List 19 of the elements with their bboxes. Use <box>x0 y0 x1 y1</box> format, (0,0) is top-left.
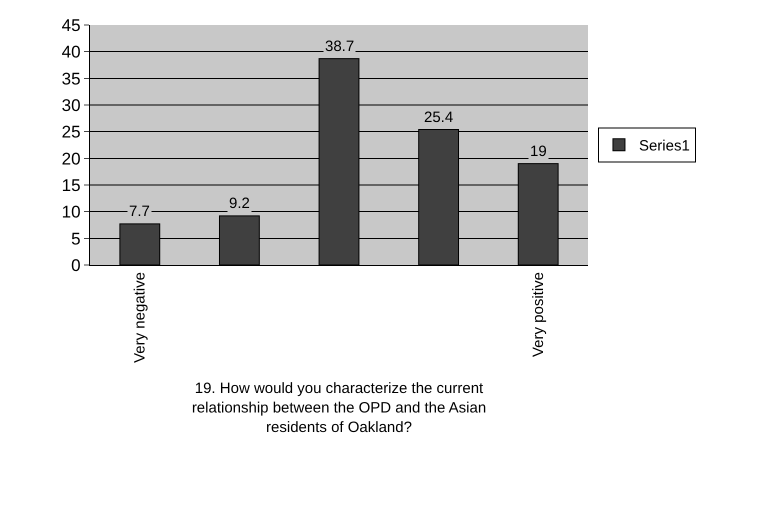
y-tick-label: 25 <box>62 122 81 142</box>
data-label: 25.4 <box>424 109 454 126</box>
y-tick-label: 45 <box>62 16 81 35</box>
legend-label: Series1 <box>638 138 690 155</box>
y-tick-label: 0 <box>71 256 81 275</box>
y-tick-label: 5 <box>71 229 81 248</box>
y-tick-label: 20 <box>62 149 81 168</box>
x-tick-label: Very negative <box>132 272 149 363</box>
x-tick-label: Very positive <box>530 272 548 358</box>
data-label: 19 <box>530 143 547 160</box>
y-tick-label: 10 <box>62 202 81 222</box>
data-label: 38.7 <box>325 38 354 55</box>
y-tick-label: 40 <box>62 42 81 62</box>
x-axis-title: 19. How would you characterize the current relationship between the OPD and the Asian residents of Oakland? <box>192 380 486 436</box>
data-label: 7.7 <box>129 203 150 220</box>
data-label: 9.2 <box>229 195 250 212</box>
y-tick-label: 15 <box>62 176 81 195</box>
y-tick-label: 30 <box>62 96 81 115</box>
y-tick-label: 35 <box>62 69 81 88</box>
